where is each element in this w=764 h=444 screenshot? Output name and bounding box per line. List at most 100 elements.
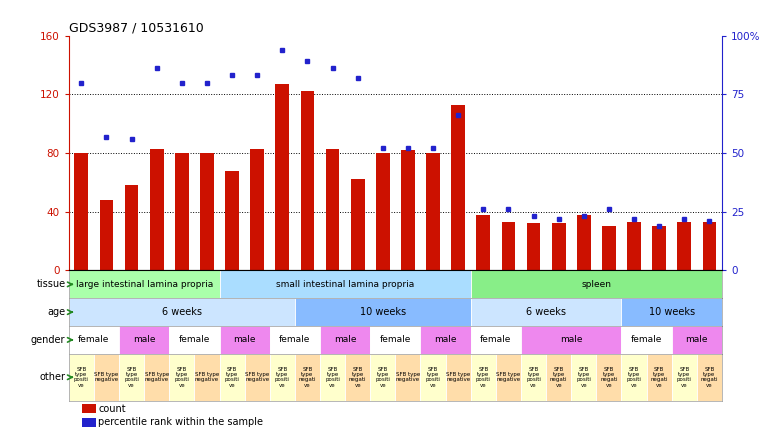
Bar [244, 354, 270, 401]
Bar [452, 104, 465, 270]
Text: SFB
type
positi
ve: SFB type positi ve [476, 367, 490, 388]
Bar [200, 153, 214, 270]
Text: 10 weeks: 10 weeks [649, 307, 694, 317]
Bar [703, 222, 717, 270]
Bar [621, 326, 672, 354]
Bar [471, 298, 621, 326]
Text: age: age [47, 307, 66, 317]
Bar [119, 326, 170, 354]
Bar [552, 223, 565, 270]
Bar [477, 215, 490, 270]
Bar [69, 326, 119, 354]
Bar [471, 354, 496, 401]
Bar [270, 326, 320, 354]
Bar [471, 326, 521, 354]
Text: gender: gender [31, 335, 66, 345]
Text: SFB
type
negati
ve: SFB type negati ve [299, 367, 316, 388]
Bar [251, 149, 264, 270]
Text: SFB type
negative: SFB type negative [195, 372, 219, 382]
Bar [646, 354, 672, 401]
Text: male: male [334, 335, 356, 345]
Text: other: other [40, 372, 66, 382]
Bar [597, 354, 621, 401]
Text: tissue: tissue [37, 279, 66, 289]
Text: SFB type
negative: SFB type negative [497, 372, 520, 382]
Bar [396, 354, 420, 401]
Text: SFB type
negative: SFB type negative [446, 372, 471, 382]
Text: SFB
type
negati
ve: SFB type negati ve [701, 367, 718, 388]
Text: female: female [380, 335, 411, 345]
Bar [602, 226, 616, 270]
Bar [275, 84, 290, 270]
Text: 10 weeks: 10 weeks [360, 307, 406, 317]
Text: SFB
type
positi
ve: SFB type positi ve [426, 367, 441, 388]
Bar [170, 354, 194, 401]
Text: male: male [560, 335, 582, 345]
Text: count: count [98, 404, 126, 414]
Bar [697, 354, 722, 401]
Text: SFB
type
negati
ve: SFB type negati ve [349, 367, 367, 388]
Text: SFB
type
positi
ve: SFB type positi ve [174, 367, 189, 388]
Bar [471, 270, 722, 298]
Text: SFB
type
negati
ve: SFB type negati ve [550, 367, 568, 388]
Bar [672, 326, 722, 354]
Text: SFB
type
positi
ve: SFB type positi ve [677, 367, 691, 388]
Text: SFB
type
negati
ve: SFB type negati ve [601, 367, 617, 388]
Bar [295, 354, 320, 401]
Text: SFB type
negative: SFB type negative [396, 372, 420, 382]
Bar [150, 149, 163, 270]
Text: male: male [133, 335, 155, 345]
Bar [496, 354, 521, 401]
Bar [652, 226, 666, 270]
Bar [82, 417, 96, 427]
Text: female: female [279, 335, 310, 345]
Bar [74, 153, 88, 270]
Text: SFB
type
positi
ve: SFB type positi ve [74, 367, 89, 388]
Bar [69, 270, 219, 298]
Text: male: male [233, 335, 256, 345]
Bar [426, 153, 440, 270]
Text: female: female [78, 335, 109, 345]
Text: 6 weeks: 6 weeks [526, 307, 566, 317]
Bar [69, 354, 94, 401]
Bar [621, 298, 722, 326]
Bar [521, 326, 621, 354]
Bar [300, 91, 314, 270]
Text: GDS3987 / 10531610: GDS3987 / 10531610 [69, 21, 203, 34]
Bar [94, 354, 119, 401]
Text: SFB
type
positi
ve: SFB type positi ve [375, 367, 390, 388]
Text: female: female [179, 335, 210, 345]
Bar [621, 354, 646, 401]
Bar [371, 326, 420, 354]
Bar [401, 150, 415, 270]
Text: female: female [481, 335, 512, 345]
Bar [82, 404, 96, 413]
Text: SFB
type
positi
ve: SFB type positi ve [124, 367, 139, 388]
Bar [125, 185, 138, 270]
Bar [219, 270, 471, 298]
Bar [571, 354, 597, 401]
Text: SFB
type
positi
ve: SFB type positi ve [626, 367, 642, 388]
Bar [546, 354, 571, 401]
Text: SFB type
negative: SFB type negative [94, 372, 118, 382]
Bar [170, 326, 219, 354]
Bar [420, 354, 445, 401]
Text: SFB
type
positi
ve: SFB type positi ve [325, 367, 340, 388]
Bar [627, 222, 641, 270]
Bar [526, 223, 540, 270]
Bar [144, 354, 170, 401]
Text: SFB type
negative: SFB type negative [245, 372, 270, 382]
Text: small intestinal lamina propria: small intestinal lamina propria [276, 280, 414, 289]
Text: female: female [631, 335, 662, 345]
Bar [320, 326, 371, 354]
Bar [320, 354, 345, 401]
Text: SFB type
negative: SFB type negative [144, 372, 169, 382]
Bar [325, 149, 339, 270]
Bar [99, 200, 113, 270]
Text: large intestinal lamina propria: large intestinal lamina propria [76, 280, 212, 289]
Bar [69, 298, 295, 326]
Bar [420, 326, 471, 354]
Bar [270, 354, 295, 401]
Bar [501, 222, 516, 270]
Text: percentile rank within the sample: percentile rank within the sample [98, 417, 263, 427]
